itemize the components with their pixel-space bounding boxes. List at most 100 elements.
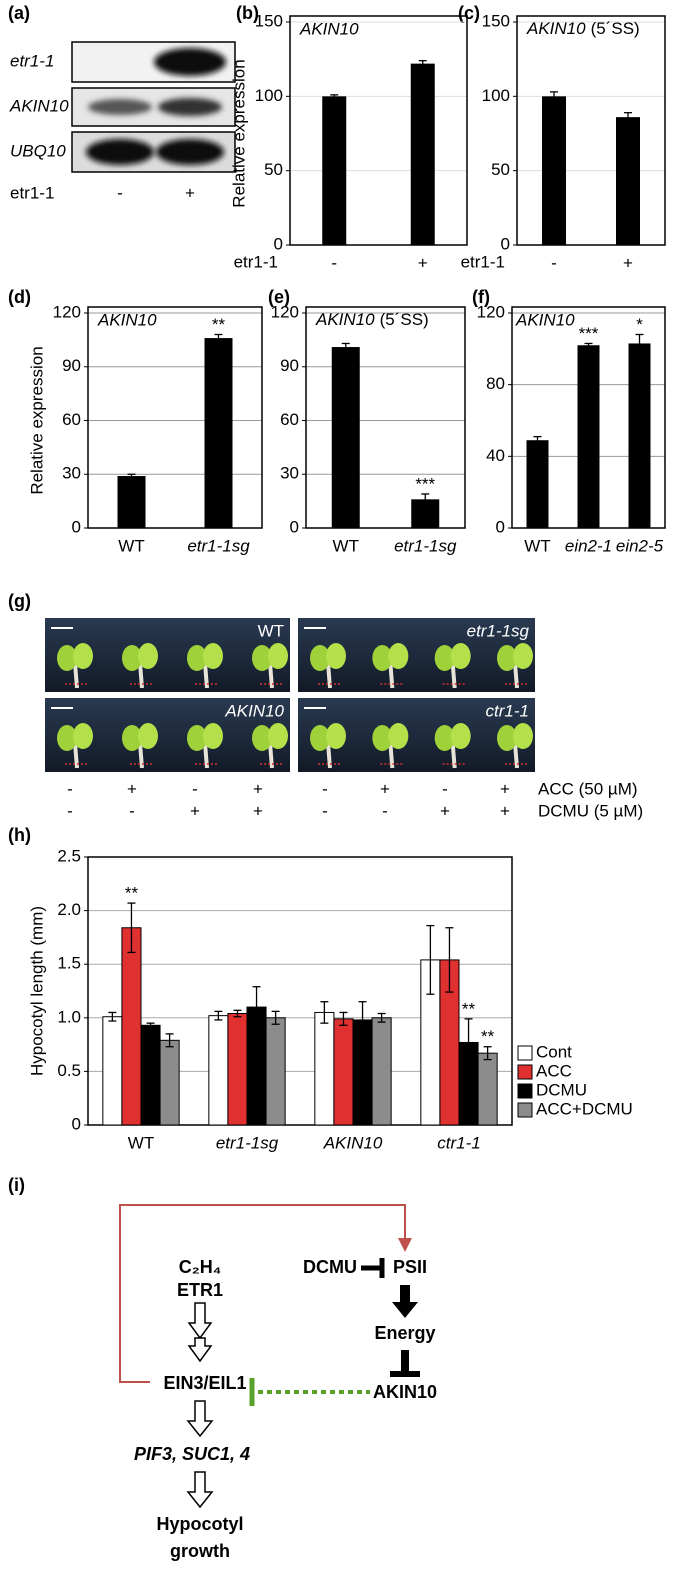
treatment-level: - xyxy=(192,779,198,798)
cotyledon xyxy=(122,645,142,671)
gel-row-label: UBQ10 xyxy=(10,141,66,160)
treatment-name: DCMU (5 µM) xyxy=(538,801,643,820)
arrow xyxy=(186,1400,214,1438)
treatment-level: - xyxy=(322,801,328,820)
y-axis-label: Relative expression xyxy=(27,346,46,494)
chart-title: AKIN10 xyxy=(299,19,359,38)
bar xyxy=(542,96,566,245)
gel-band xyxy=(156,139,224,165)
chart-title: AKIN10 xyxy=(515,310,575,329)
cotyledon xyxy=(187,645,207,671)
node: PIF3, SUC1, 4 xyxy=(134,1444,250,1464)
x-tick-label: WT xyxy=(524,536,550,555)
y-tick-label: 2.0 xyxy=(57,900,81,919)
cotyledon xyxy=(434,645,455,671)
bar xyxy=(371,1017,392,1126)
cotyledon xyxy=(57,725,77,751)
y-tick-label: 50 xyxy=(491,160,510,179)
panel-label: (h) xyxy=(8,825,31,845)
cotyledon xyxy=(252,725,272,751)
x-tick-label: ein2-1 xyxy=(565,536,612,555)
bar xyxy=(265,1017,286,1126)
legend-label: Cont xyxy=(536,1042,572,1061)
bar xyxy=(227,1013,248,1126)
cotyledon xyxy=(513,723,533,749)
bar xyxy=(121,927,142,1126)
x-tick-label: etr1-1sg xyxy=(187,536,250,555)
photo-label: WT xyxy=(258,621,284,640)
x-tick-label: ctr1-1 xyxy=(437,1133,480,1152)
significance: * xyxy=(636,315,643,334)
x-tick-label: WT xyxy=(118,536,144,555)
hypocotyl xyxy=(450,742,457,769)
gel-lane: - xyxy=(117,183,123,202)
node: PSII xyxy=(393,1257,427,1277)
treatment-level: - xyxy=(382,801,388,820)
cotyledon xyxy=(73,643,93,669)
y-tick-label: 80 xyxy=(486,374,505,393)
chart-title-main: AKIN10 xyxy=(526,19,586,38)
node: growth xyxy=(170,1541,230,1561)
gel-row-label: AKIN10 xyxy=(9,96,69,115)
y-axis-label: Relative expression xyxy=(229,59,248,207)
cotyledon xyxy=(326,723,346,749)
y-tick-label: 0.5 xyxy=(57,1061,81,1080)
significance: *** xyxy=(579,324,599,343)
legend-swatch xyxy=(517,1045,533,1061)
y-tick-label: 150 xyxy=(482,11,510,30)
x-tick-label: - xyxy=(551,253,557,272)
y-tick-label: 30 xyxy=(280,464,299,483)
gel-lane-title: etr1-1 xyxy=(10,183,54,202)
bar xyxy=(331,347,360,528)
panel-label: (a) xyxy=(8,3,30,23)
treatment-level: + xyxy=(380,779,390,798)
bar xyxy=(322,96,347,245)
gel-band xyxy=(158,98,222,116)
legend-swatch xyxy=(517,1083,533,1099)
x-axis-label: etr1-1 xyxy=(234,252,278,271)
bar xyxy=(117,476,146,528)
arrow xyxy=(187,1337,213,1363)
gel-row-label: etr1-1 xyxy=(10,51,54,70)
y-tick-label: 60 xyxy=(280,410,299,429)
x-tick-label: WT xyxy=(128,1133,154,1152)
hypocotyl xyxy=(513,742,519,769)
treatment-level: + xyxy=(500,779,510,798)
y-tick-label: 120 xyxy=(477,302,505,321)
y-tick-label: 2.5 xyxy=(57,846,81,865)
bar xyxy=(208,1015,229,1126)
cotyledon xyxy=(497,725,517,751)
significance: ** xyxy=(212,315,226,334)
legend-label: DCMU xyxy=(536,1080,587,1099)
node: ETR1 xyxy=(177,1280,223,1300)
cotyledon xyxy=(73,723,93,749)
cotyledon xyxy=(372,645,393,671)
significance: *** xyxy=(415,474,435,493)
panel-label: (e) xyxy=(268,287,290,307)
cotyledon xyxy=(434,725,455,751)
chart-title-main: AKIN10 xyxy=(315,310,375,329)
plot-frame xyxy=(87,306,263,529)
hypocotyl xyxy=(268,742,274,769)
y-tick-label: 60 xyxy=(62,410,81,429)
legend-label: ACC+DCMU xyxy=(536,1099,633,1118)
treatment-level: + xyxy=(253,801,263,820)
gel-band xyxy=(88,99,152,115)
y-tick-label: 100 xyxy=(482,86,510,105)
y-tick-label: 0 xyxy=(72,517,81,536)
seedling-photos xyxy=(45,618,535,772)
bar xyxy=(140,1024,161,1126)
arrowhead xyxy=(398,1238,412,1252)
cotyledon xyxy=(388,643,409,669)
arrow xyxy=(187,1302,213,1340)
significance: ** xyxy=(481,1027,495,1046)
cotyledon xyxy=(138,723,158,749)
cotyledon xyxy=(138,643,158,669)
x-tick-label: + xyxy=(418,253,428,272)
treatment-level: + xyxy=(500,801,510,820)
x-tick-label: AKIN10 xyxy=(323,1133,383,1152)
cotyledon xyxy=(252,645,272,671)
gel-lane: + xyxy=(185,183,195,202)
panel-label: (c) xyxy=(458,3,480,23)
